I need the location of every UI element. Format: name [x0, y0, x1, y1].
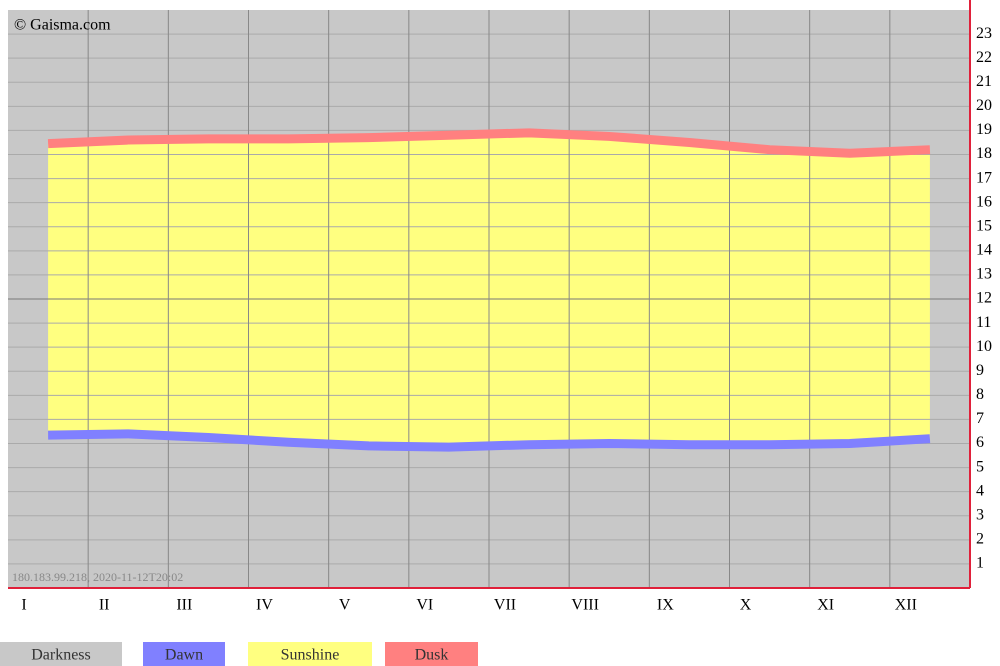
y-tick-label: 10 [976, 338, 992, 355]
y-tick-label: 4 [976, 482, 984, 499]
x-tick-label: VI [416, 597, 433, 614]
legend-swatch [385, 642, 478, 666]
y-tick-label: 17 [976, 169, 992, 186]
y-tick-label: 2 [976, 531, 984, 548]
legend-swatch [0, 642, 122, 666]
y-tick-label: 3 [976, 506, 984, 523]
y-tick-label: 1 [976, 555, 984, 572]
y-tick-label: 21 [976, 73, 992, 90]
x-tick-label: XII [895, 597, 917, 614]
series-line [48, 429, 931, 452]
x-tick-label: X [740, 597, 752, 614]
x-tick-label: III [176, 597, 192, 614]
legend-label: Sunshine [281, 647, 340, 664]
y-tick-label: 8 [976, 386, 984, 403]
stamp: 180.183.99.218, 2020-11-12T20:02 [12, 570, 183, 584]
x-tick-label: XI [817, 597, 834, 614]
y-tick-label: 11 [976, 314, 991, 331]
y-tick-label: 5 [976, 458, 984, 475]
x-tick-label: I [21, 597, 26, 614]
legend-swatch [248, 642, 372, 666]
y-tick-label: 9 [976, 362, 984, 379]
y-tick-label: 19 [976, 121, 992, 138]
x-tick-label: VII [494, 597, 516, 614]
legend-label: Dusk [415, 647, 449, 664]
y-tick-label: 16 [976, 193, 992, 210]
y-tick-label: 13 [976, 266, 992, 283]
x-tick-label: V [339, 597, 351, 614]
legend-label: Dawn [165, 647, 203, 664]
y-tick-label: 12 [976, 290, 992, 307]
x-tick-label: IV [256, 597, 273, 614]
y-tick-label: 20 [976, 97, 992, 114]
x-tick-label: II [99, 597, 110, 614]
y-tick-label: 22 [976, 49, 992, 66]
series-line [47, 128, 931, 158]
y-tick-label: 7 [976, 410, 984, 427]
y-tick-label: 23 [976, 25, 992, 42]
x-tick-label: IX [657, 597, 674, 614]
legend-swatch [143, 642, 225, 666]
y-tick-label: 6 [976, 434, 984, 451]
legend-label: Darkness [31, 647, 91, 664]
credit: © Gaisma.com [14, 17, 111, 34]
x-tick-label: VIII [571, 597, 599, 614]
y-tick-label: 15 [976, 217, 992, 234]
y-tick-label: 14 [976, 242, 992, 259]
y-tick-label: 18 [976, 145, 992, 162]
